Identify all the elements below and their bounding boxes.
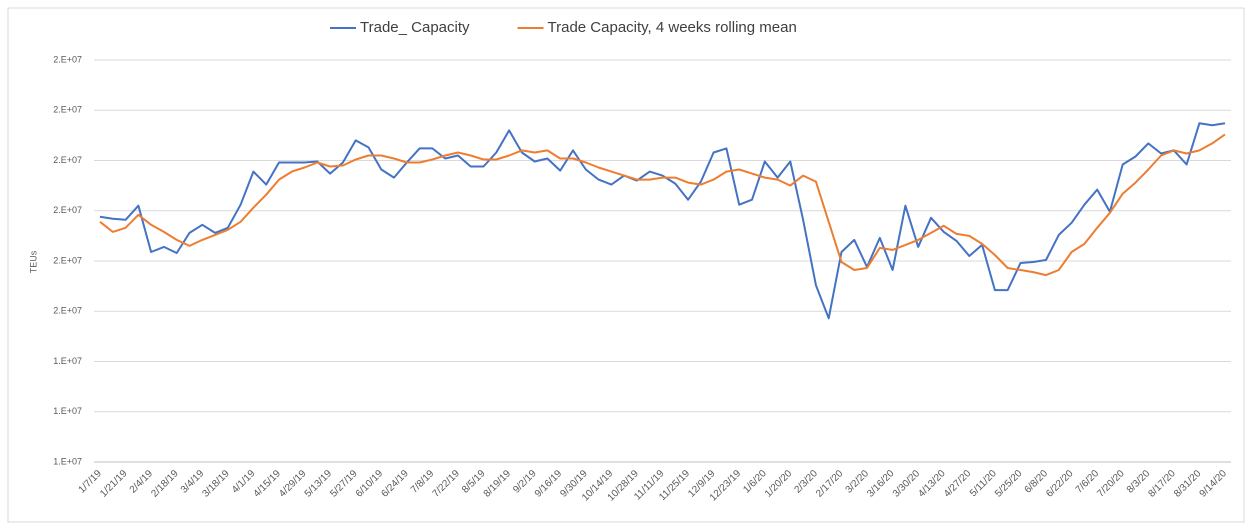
line-series — [99, 133, 1226, 277]
y-tick-label: 2.E+07 — [53, 306, 82, 316]
chart-frame — [7, 7, 1245, 523]
y-tick-label: 2.E+07 — [53, 54, 82, 64]
legend-label: Trade Capacity, 4 weeks rolling mean — [548, 19, 797, 36]
y-axis-label: TEUs — [28, 250, 38, 273]
y-tick-label: 2.E+07 — [53, 105, 82, 115]
y-tick-label: 2.E+07 — [53, 205, 82, 215]
y-tick-label: 1.E+07 — [53, 406, 82, 416]
y-tick-label: 1.E+07 — [53, 456, 82, 466]
legend-label: Trade_ Capacity — [360, 19, 470, 36]
y-tick-label: 1.E+07 — [53, 356, 82, 366]
y-tick-label: 2.E+07 — [53, 155, 82, 165]
y-tick-label: 2.E+07 — [53, 255, 82, 265]
line-series — [99, 122, 1226, 320]
